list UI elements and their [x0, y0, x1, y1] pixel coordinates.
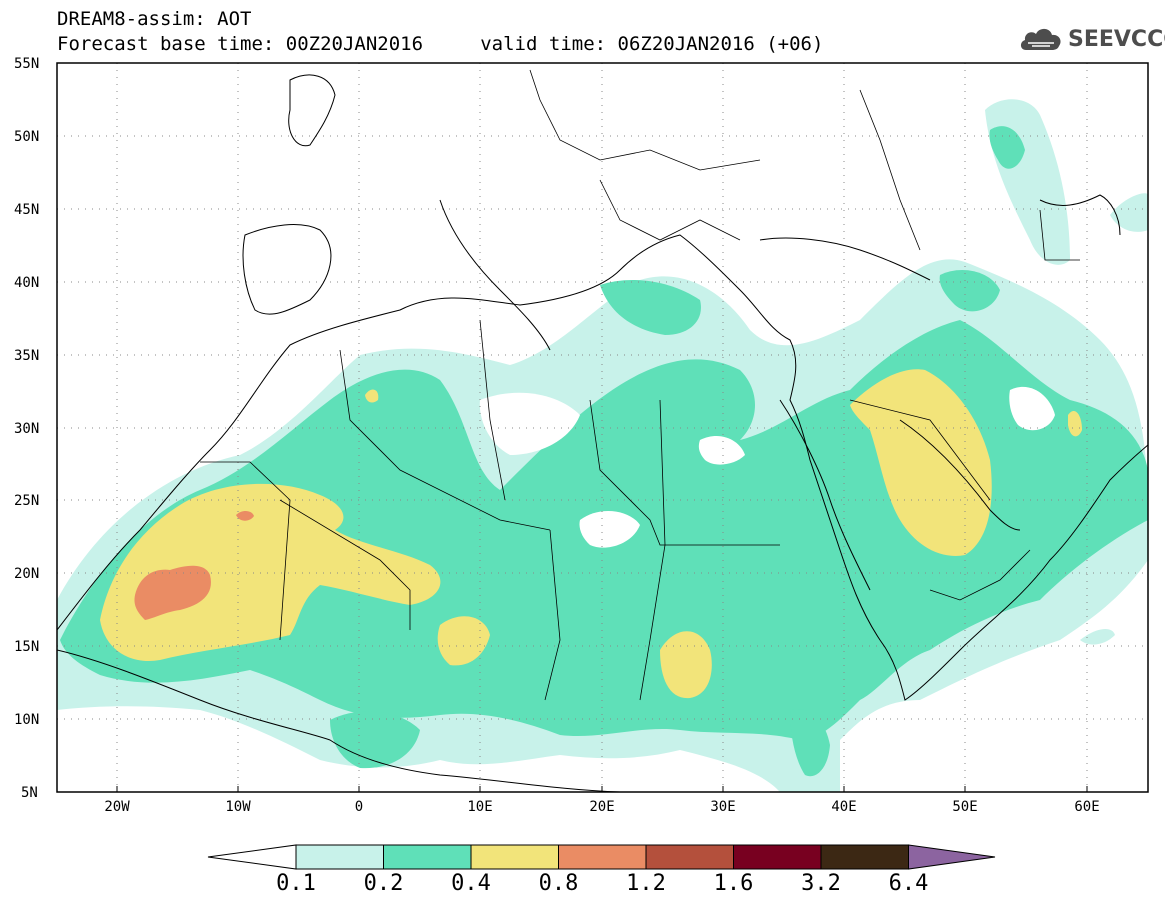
colorbar	[207, 844, 996, 870]
lat-label: 40N	[14, 275, 40, 291]
colorbar-label: 0.1	[276, 871, 316, 896]
lon-label: 10E	[467, 799, 493, 815]
colorbar-label: 3.2	[801, 871, 841, 896]
map-title: DREAM8-assim: AOT	[57, 8, 252, 30]
lat-label: 25N	[14, 493, 40, 509]
lat-label: 5N	[21, 785, 38, 801]
axis-ticks	[116, 786, 1088, 792]
colorbar-swatch-3	[470, 844, 559, 870]
cloud-icon	[1020, 28, 1061, 50]
lon-label: 10W	[225, 799, 251, 815]
brand-name: SEEVCCC	[1068, 26, 1165, 52]
lat-label: 45N	[14, 202, 40, 218]
colorbar-swatch-4	[558, 844, 647, 870]
colorbar-label: 1.6	[713, 871, 754, 896]
lon-label: 0	[354, 799, 364, 815]
lat-label: 20N	[14, 566, 40, 582]
lon-label: 20E	[589, 799, 615, 815]
colorbar-label: 0.2	[363, 871, 404, 896]
colorbar-label: 0.4	[451, 871, 491, 896]
forecast-time-line: Forecast base time: 00Z20JAN2016 valid t…	[57, 33, 824, 55]
lat-label: 50N	[14, 129, 40, 145]
lon-label: 20W	[104, 799, 130, 815]
colorbar-swatch-6	[733, 844, 822, 870]
lon-label: 30E	[710, 799, 736, 815]
lon-label: 60E	[1074, 799, 1100, 815]
lat-label: 55N	[14, 56, 40, 72]
colorbar-label: 0.8	[538, 871, 579, 896]
lon-label: 50E	[952, 799, 978, 815]
colorbar-label: 6.4	[888, 871, 929, 896]
graticule	[57, 63, 1148, 792]
colorbar-swatch-1	[295, 844, 384, 870]
country-borders	[200, 69, 1080, 701]
aot-level-0-8	[134, 510, 254, 620]
lat-label: 35N	[14, 348, 40, 364]
colorbar-swatch-2	[383, 844, 472, 870]
colorbar-swatch-5	[645, 844, 734, 870]
aot-level-0-4	[100, 369, 1082, 699]
colorbar-swatch-7	[820, 844, 909, 870]
colorbar-label: 1.2	[626, 871, 666, 896]
aot-low-areas	[479, 386, 1055, 548]
lat-label: 15N	[14, 639, 40, 655]
brand-logo: SEEVCCC	[1018, 23, 1165, 55]
lat-label: 10N	[14, 712, 40, 728]
coastlines	[57, 74, 1148, 792]
colorbar-under-arrow	[207, 844, 297, 870]
lat-label: 30N	[14, 421, 40, 437]
colorbar-over-arrow	[908, 844, 996, 870]
lon-label: 40E	[831, 799, 857, 815]
